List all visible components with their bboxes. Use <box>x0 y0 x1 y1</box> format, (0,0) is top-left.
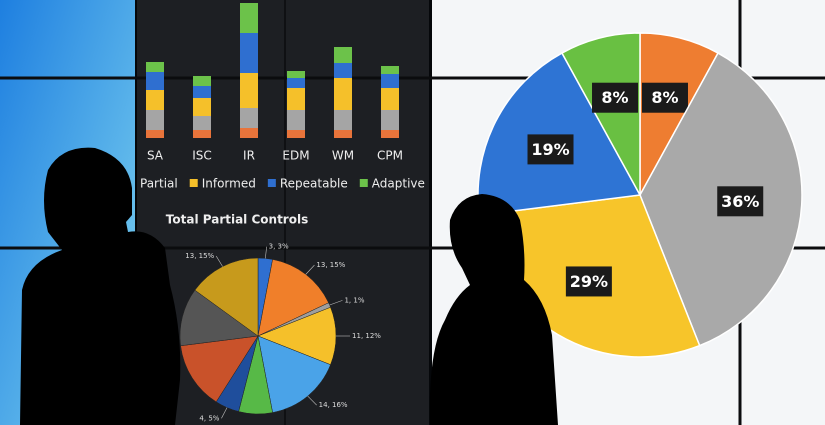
data-label: 1, 1% <box>344 296 364 304</box>
bar-segment <box>381 130 399 138</box>
label-box <box>565 266 612 297</box>
data-label: 8% <box>601 88 628 107</box>
bar-segment <box>381 88 399 110</box>
legend-swatch <box>359 179 368 187</box>
bar-segment <box>334 47 352 63</box>
bar-segment <box>240 128 258 138</box>
x-tick-label: EDM <box>282 149 309 163</box>
data-label: 36% <box>721 192 759 211</box>
pie-title: Total Partial Controls <box>166 213 308 227</box>
bar-segment <box>287 130 305 138</box>
bar-segment <box>381 110 399 130</box>
bar-segment <box>146 130 164 138</box>
bar-segment <box>287 110 305 130</box>
data-label: 4, 5% <box>199 414 219 422</box>
bar-segment <box>381 66 399 74</box>
bar-segment <box>146 90 164 110</box>
bar-segment <box>240 3 258 33</box>
bar-segment <box>287 78 305 88</box>
leader-line <box>329 300 343 306</box>
label-box <box>717 186 764 217</box>
legend-label: Adaptive <box>372 177 425 191</box>
data-label: 3, 3% <box>269 243 289 251</box>
bar-segment <box>381 74 399 88</box>
leader-line <box>305 264 315 275</box>
data-label: 13, 15% <box>185 252 214 260</box>
leader-line <box>221 407 228 419</box>
pie-slice <box>560 32 641 196</box>
bar-segment <box>334 63 352 78</box>
legend-label: Partial <box>140 177 178 191</box>
leader-line <box>215 255 223 267</box>
legend-swatch <box>267 179 276 187</box>
x-tick-label: WM <box>332 149 354 163</box>
bar-segment <box>193 130 211 138</box>
bar-segment <box>193 86 211 98</box>
data-label: 8% <box>651 88 678 107</box>
data-label: 29% <box>570 272 608 291</box>
pie-slice <box>257 335 331 413</box>
bar-segment <box>334 78 352 110</box>
bar-segment <box>146 110 164 130</box>
x-tick-label: CPM <box>377 149 403 163</box>
data-label: 13, 15% <box>316 261 345 269</box>
leader-line <box>265 246 267 259</box>
pie-slice <box>194 257 259 337</box>
silhouettes <box>20 147 558 425</box>
data-label: 14, 16% <box>319 401 348 409</box>
leader-line <box>307 395 317 406</box>
bar-segment <box>240 108 258 128</box>
bar-segment <box>334 130 352 138</box>
legend-label: Informed <box>202 177 256 191</box>
data-label: 11, 12% <box>352 332 381 340</box>
x-tick-label: SA <box>147 149 164 163</box>
bar-segment <box>146 72 164 90</box>
pie-slice <box>180 335 259 403</box>
x-tick-label: ISC <box>192 149 212 163</box>
legend-label: Repeatable <box>280 177 348 191</box>
x-tick-label: IR <box>243 149 255 163</box>
label-box <box>592 82 639 113</box>
label-box <box>527 134 574 165</box>
bar-segment <box>193 116 211 130</box>
bar-segment <box>334 110 352 130</box>
bar-segment <box>193 76 211 86</box>
data-label: 19% <box>531 140 569 159</box>
bar-segment <box>287 71 305 78</box>
bar-segment <box>287 88 305 110</box>
legend-swatch <box>189 179 198 187</box>
bar-segment <box>240 33 258 73</box>
bar-segment <box>193 98 211 116</box>
bar-segment <box>146 62 164 72</box>
label-box <box>641 82 688 113</box>
bar-segment <box>240 73 258 108</box>
